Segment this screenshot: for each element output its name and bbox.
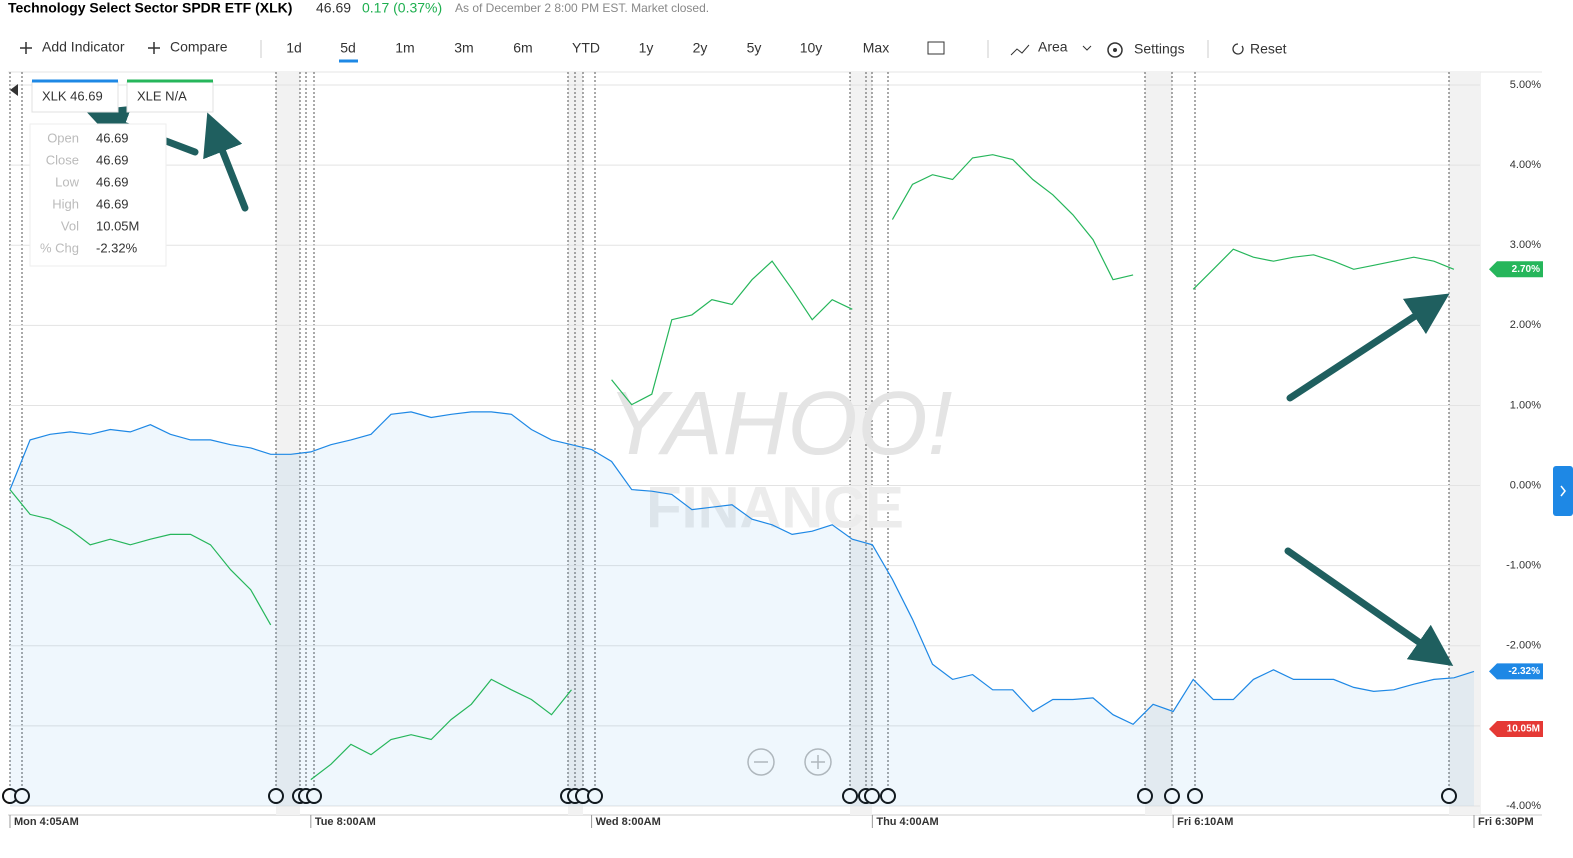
tooltip-label: Open: [47, 130, 79, 145]
legend-chip[interactable]: [126, 81, 214, 113]
session-icon: [587, 788, 603, 804]
title: Technology Select Sector SPDR ETF (XLK): [8, 0, 292, 16]
y-tick-label: -4.00%: [1506, 800, 1541, 812]
session-icon: [1187, 788, 1203, 804]
tooltip-label: Low: [55, 174, 79, 189]
chevron: [1082, 45, 1092, 51]
area[interactable]: Area: [1038, 39, 1068, 55]
area-icon: [1010, 44, 1030, 56]
side-tab-arrow: [1560, 485, 1566, 497]
tooltip-label: Close: [46, 152, 79, 167]
tooltip-value: 46.69: [96, 174, 129, 189]
tooltip-label: High: [52, 196, 79, 211]
session-icon: [1441, 788, 1457, 804]
add-indicator[interactable]: Add Indicator: [42, 39, 125, 55]
session-icon: [1137, 788, 1153, 804]
session-icon: [306, 788, 322, 804]
settings[interactable]: Settings: [1134, 41, 1185, 57]
watermark-text: YAHOO!: [607, 374, 952, 474]
x-tick-label: Thu 4:00AM: [876, 816, 938, 828]
price-badge: [1489, 261, 1543, 278]
session-icon: [842, 788, 858, 804]
x-tick-label: Fri 6:10AM: [1177, 816, 1233, 828]
price-badge-label: 10.05M: [1507, 724, 1540, 735]
range-button[interactable]: 1y: [639, 40, 654, 56]
y-tick-label: 1.00%: [1510, 399, 1541, 411]
tooltip-value: 46.69: [96, 130, 129, 145]
range-button[interactable]: 2y: [693, 40, 708, 56]
legend-chip[interactable]: [31, 81, 119, 113]
range-button[interactable]: Max: [863, 40, 889, 56]
y-tick-label: 3.00%: [1510, 239, 1541, 251]
y-tick-label: 5.00%: [1510, 79, 1541, 91]
plus-icons: [20, 42, 160, 54]
zoom-in[interactable]: [804, 748, 832, 776]
calendar-icon[interactable]: [927, 41, 945, 55]
y-tick-label: 0.00%: [1510, 479, 1541, 491]
tooltip-label: % Chg: [40, 240, 79, 255]
session-icon: [864, 788, 880, 804]
collapse-arrow[interactable]: [10, 84, 18, 96]
range-button[interactable]: 3m: [454, 40, 473, 56]
reset[interactable]: Reset: [1250, 41, 1287, 57]
series-line: [9, 411, 1475, 726]
compare[interactable]: Compare: [170, 39, 228, 55]
range-button[interactable]: 1m: [395, 40, 414, 56]
session-gap: [1145, 72, 1172, 815]
session-icon: [268, 788, 284, 804]
session-icon: [880, 788, 896, 804]
x-tick-label: Mon 4:05AM: [14, 816, 79, 828]
y-tick-label: 4.00%: [1510, 159, 1541, 171]
range-button[interactable]: 5d: [340, 40, 356, 56]
session-icon: [1164, 788, 1180, 804]
annotation-arrows: [85, 105, 1454, 666]
range-button[interactable]: YTD: [572, 40, 600, 56]
legend-entry: XLE N/A: [137, 88, 187, 103]
x-tick-label: Tue 8:00AM: [315, 816, 376, 828]
side-tab[interactable]: [1553, 466, 1573, 516]
price-badge: [1489, 721, 1543, 737]
price-badge-label: -2.32%: [1508, 666, 1540, 677]
price-badge-label: 2.70%: [1512, 264, 1540, 275]
plot: [2, 71, 1542, 816]
tooltip: [29, 123, 167, 267]
y-tick-label: -2.00%: [1506, 640, 1541, 652]
range-button[interactable]: 5y: [747, 40, 762, 56]
session-gap: [276, 72, 300, 815]
series-line: [9, 154, 1455, 781]
y-tick-label: 2.00%: [1510, 319, 1541, 331]
arrow: [203, 112, 249, 212]
session-gap: [568, 72, 583, 815]
settings-icon-dot: [1113, 48, 1117, 52]
toolbar: Add Indicator Compare Area Settings Rese…: [20, 39, 1287, 63]
range-button[interactable]: 1d: [286, 40, 302, 56]
tooltip-label: Vol: [61, 218, 79, 233]
change: 0.17 (0.37%): [362, 0, 442, 16]
zoom-out[interactable]: [747, 748, 775, 776]
tooltip-value: 46.69: [96, 196, 129, 211]
y-tick-label: -1.00%: [1506, 560, 1541, 572]
price: 46.69: [316, 0, 351, 16]
price-badge: [1489, 663, 1543, 680]
reset-icon: [1232, 43, 1244, 55]
tooltip-value: -2.32%: [96, 240, 138, 255]
session-icon: [14, 788, 30, 804]
legend-entry: XLK 46.69: [42, 88, 103, 103]
arrow: [1284, 547, 1454, 666]
tooltip-value: 10.05M: [96, 218, 139, 233]
settings-icon[interactable]: [1107, 42, 1123, 58]
area-fill: [10, 411, 1474, 806]
x-tick-label: Fri 6:30PM: [1478, 816, 1534, 828]
range-button[interactable]: 6m: [513, 40, 532, 56]
session-gap: [1449, 72, 1480, 815]
range-button[interactable]: 10y: [800, 40, 823, 56]
x-tick-label: Wed 8:00AM: [596, 816, 661, 828]
zoom-in-icon: [811, 755, 825, 769]
as-of: As of December 2 8:00 PM EST. Market clo…: [455, 1, 709, 15]
tooltip-value: 46.69: [96, 152, 129, 167]
arrow: [1286, 293, 1450, 402]
